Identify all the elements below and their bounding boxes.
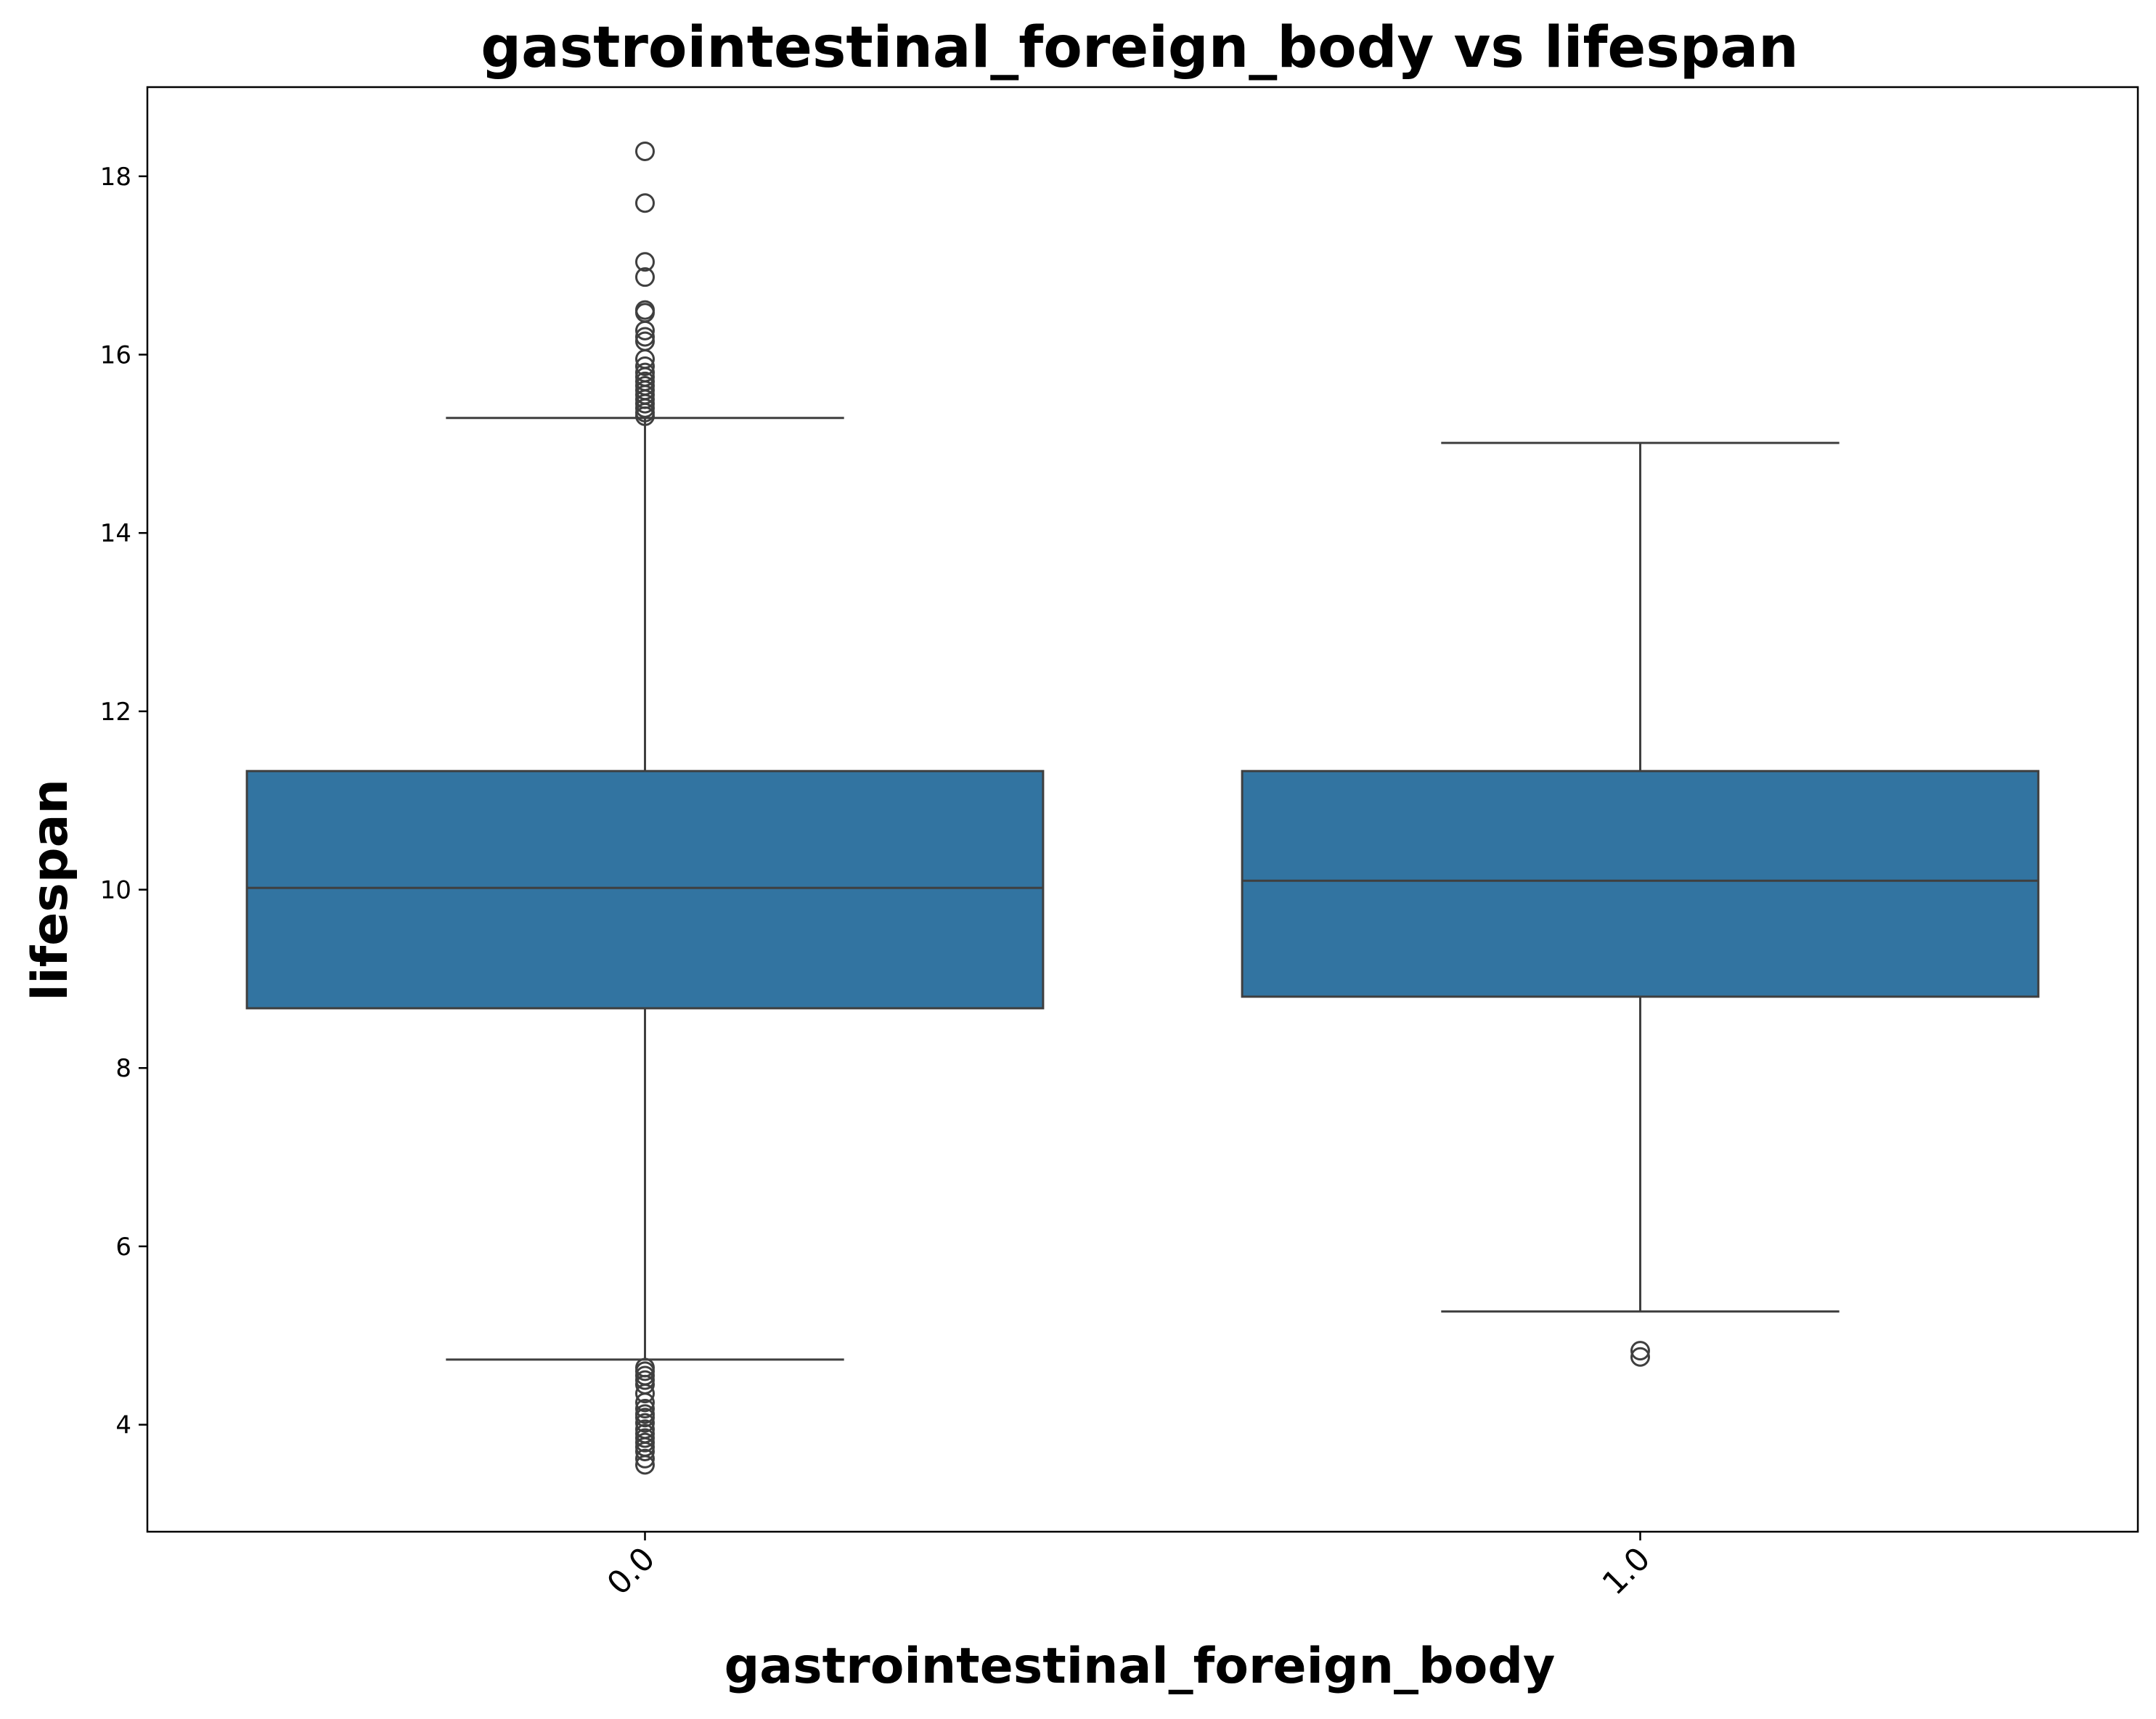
outlier-point [635,1448,655,1469]
outlier-point [635,1398,655,1418]
outlier-point [635,252,655,272]
x-axis-label: gastrointestinal_foreign_body [724,1638,1556,1695]
outlier-point [635,193,655,213]
y-tick-label: 8 [115,1054,131,1083]
y-tick-label: 10 [100,876,131,905]
outlier-point [635,320,655,340]
box-0.0 [245,769,1045,1010]
y-tick-label: 12 [100,698,131,727]
y-tick-label: 4 [115,1411,131,1440]
outlier-point [635,1384,655,1404]
axes-frame [146,86,2139,1533]
outlier-point [635,267,655,287]
outlier-point [635,1441,655,1461]
outlier-point [635,406,655,426]
outlier-point [635,141,655,161]
y-tick-label: 18 [100,163,131,192]
outlier-point [635,1413,655,1433]
outlier-point [635,1392,655,1413]
y-tick-label: 6 [115,1233,131,1262]
outlier-point [1630,1347,1650,1367]
outlier-point [635,1455,655,1475]
y-tick-label: 16 [100,341,131,370]
outlier-point [1630,1341,1650,1361]
outlier-point [635,1408,655,1428]
box-1.0 [1241,769,2040,998]
y-axis-label: lifespan [22,779,79,1001]
y-tick-label: 14 [100,519,131,548]
chart-title: gastrointestinal_foreign_body vs lifespa… [481,15,1798,81]
outlier-point [635,356,655,376]
